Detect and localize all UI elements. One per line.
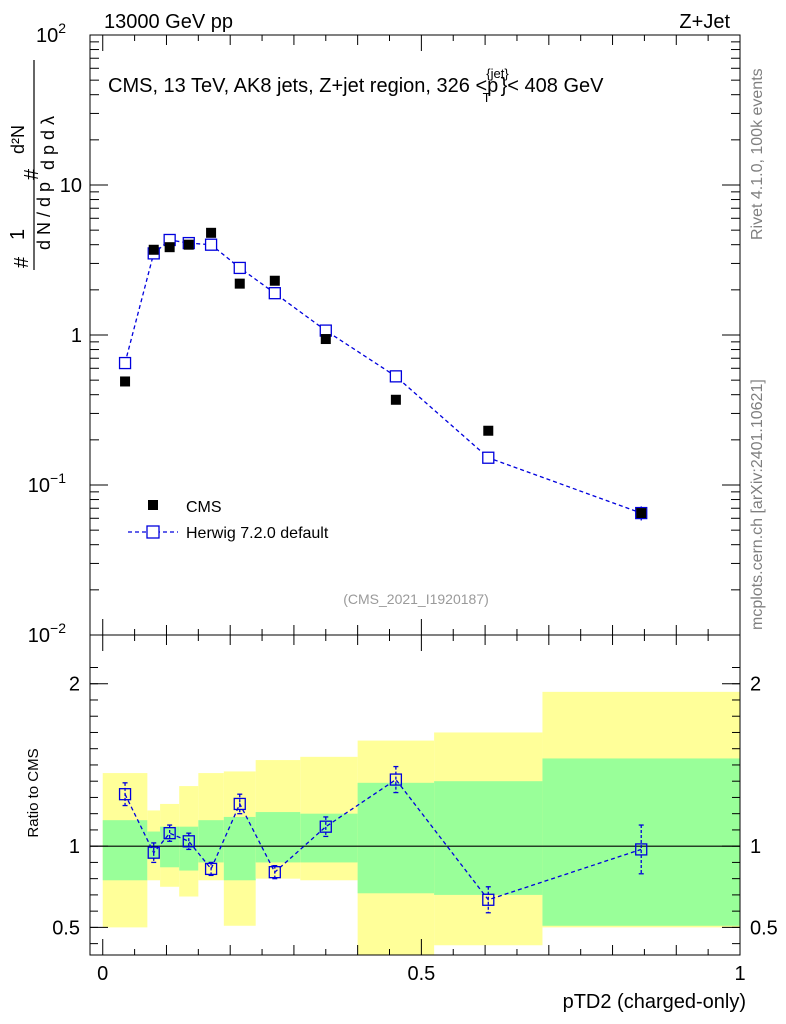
main-plot-frame bbox=[89, 34, 741, 636]
ratio-axes: 2 2 1 1 0.5 0.5 0 0.5 1 bbox=[52, 635, 778, 985]
herwig-ratio-point-6 bbox=[268, 866, 281, 879]
main-title-suffix: }< 408 GeV bbox=[501, 75, 605, 97]
main-ytick-label-0: 102 bbox=[36, 20, 66, 47]
herwig-ratio-line bbox=[124, 778, 642, 901]
main-title: CMS, 13 TeV, AK8 jets, Z+jet region, 326… bbox=[108, 66, 604, 105]
ratio-series-layer bbox=[118, 765, 648, 914]
main-ytick-label-3: 10−1 bbox=[28, 470, 66, 497]
main-title-sup: {jet} bbox=[486, 66, 509, 81]
herwig-ratio-point-9 bbox=[482, 893, 495, 906]
herwig-ratio-point-2 bbox=[163, 827, 176, 840]
ratio-xtick-label-2: 1 bbox=[734, 963, 745, 985]
legend-marker-herwig bbox=[146, 525, 160, 539]
legend-label-herwig: Herwig 7.2.0 default bbox=[186, 525, 329, 542]
cms-point-6 bbox=[269, 275, 280, 286]
herwig-ratio-point-5 bbox=[233, 797, 246, 811]
main-title-prefix: CMS, 13 TeV, AK8 jets, Z+jet region, 326… bbox=[108, 75, 498, 97]
ratio-ylabel: Ratio to CMS bbox=[25, 748, 42, 837]
main-ytick-label-2: 1 bbox=[71, 325, 82, 347]
cms-point-2 bbox=[164, 242, 175, 253]
ratio-xtick-label-0: 0 bbox=[97, 963, 108, 985]
herwig-ratio-point-3 bbox=[182, 835, 195, 848]
legend-label-cms: CMS bbox=[186, 499, 222, 516]
herwig-ratio-point-1 bbox=[147, 846, 160, 859]
ratio-band-green-9 bbox=[434, 781, 543, 895]
main-ylabel-denominator: d N / d p bbox=[34, 182, 54, 250]
main-ylabel: # 1 d N / d p # d²N d p d λ bbox=[7, 60, 58, 270]
herwig-ratio-point-10 bbox=[635, 843, 648, 856]
ratio-ytick-label-right-0: 2 bbox=[750, 674, 761, 696]
legend: CMS Herwig 7.2.0 default bbox=[128, 499, 329, 542]
ratio-plot-frame bbox=[89, 634, 741, 956]
main-series-layer bbox=[118, 227, 648, 521]
main-ylabel-one: 1 bbox=[7, 229, 29, 240]
cms-point-4 bbox=[206, 227, 217, 238]
herwig-main-point-5 bbox=[233, 261, 246, 275]
herwig-ratio-point-7 bbox=[319, 820, 332, 833]
cms-point-8 bbox=[390, 394, 401, 405]
rivet-label: Rivet 4.1.0, 100k events bbox=[749, 68, 766, 240]
ratio-band-green-5 bbox=[223, 816, 256, 881]
analysis-watermark: (CMS_2021_I1920187) bbox=[343, 591, 489, 607]
herwig-main-point-6 bbox=[268, 287, 281, 300]
main-ytick-label-1: 10 bbox=[60, 175, 82, 197]
ratio-band-green-4 bbox=[198, 820, 224, 863]
cms-point-9 bbox=[483, 425, 494, 436]
main-title-sub: T bbox=[483, 90, 491, 105]
cms-point-10 bbox=[636, 508, 647, 519]
cms-point-3 bbox=[183, 239, 194, 250]
herwig-main-point-0 bbox=[118, 356, 132, 370]
ratio-ytick-label-right-2: 0.5 bbox=[750, 917, 778, 939]
main-ylabel-dpt-dlambda: d p d λ bbox=[38, 116, 58, 170]
herwig-ratio-point-0 bbox=[118, 788, 132, 801]
header-left: 13000 GeV pp bbox=[104, 11, 233, 33]
ratio-ytick-label-right-1: 1 bbox=[750, 836, 761, 858]
herwig-ratio-point-4 bbox=[204, 862, 218, 876]
herwig-main-point-4 bbox=[204, 238, 218, 251]
herwig-main-line bbox=[124, 239, 642, 514]
cms-point-1 bbox=[148, 244, 159, 255]
ratio-ytick-label-left-2: 0.5 bbox=[52, 917, 80, 939]
main-axes: 102 10 1 10−1 10−2 bbox=[28, 20, 741, 647]
mcplots-label: mcplots.cern.ch [arXiv:2401.10621] bbox=[749, 379, 766, 630]
ratio-ytick-label-left-1: 1 bbox=[69, 836, 80, 858]
legend-marker-cms bbox=[148, 500, 158, 510]
ratio-bands bbox=[90, 691, 740, 955]
ratio-xtick-label-1: 0.5 bbox=[407, 963, 435, 985]
header-right: Z+Jet bbox=[679, 11, 730, 33]
cms-point-5 bbox=[234, 278, 245, 289]
herwig-main-point-9 bbox=[482, 451, 495, 464]
ratio-band-green-0 bbox=[102, 820, 148, 881]
ratio-band-green-2 bbox=[160, 826, 180, 868]
ratio-band-green-8 bbox=[357, 782, 435, 894]
main-ylabel-numerator: # bbox=[11, 256, 33, 268]
ratio-ytick-label-left-0: 2 bbox=[69, 674, 80, 696]
herwig-main-point-8 bbox=[389, 370, 403, 383]
main-ylabel-d2n: d²N bbox=[8, 125, 28, 154]
ratio-band-green-6 bbox=[255, 812, 301, 863]
cms-point-0 bbox=[120, 376, 131, 387]
main-ytick-label-4: 10−2 bbox=[28, 620, 66, 647]
main-ylabel-hash: # bbox=[21, 168, 43, 180]
ratio-xlabel: pTD2 (charged-only) bbox=[563, 991, 746, 1013]
herwig-ratio-point-8 bbox=[389, 773, 403, 786]
cms-point-7 bbox=[320, 334, 331, 345]
